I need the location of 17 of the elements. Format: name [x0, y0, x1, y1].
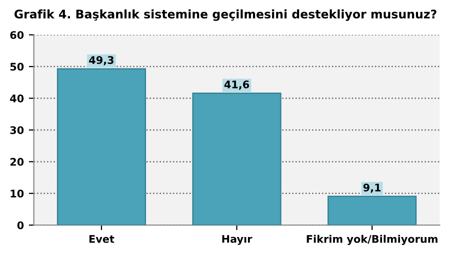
bar	[192, 92, 282, 226]
y-tick-label: 60	[10, 31, 24, 39]
bar	[56, 68, 146, 226]
data-label: 41,6	[224, 80, 250, 90]
y-tick-label: 10	[10, 190, 24, 198]
x-tick-label: Fikrim yok/Bilmiyorum	[306, 234, 438, 246]
y-tick-label: 20	[10, 158, 24, 166]
bar	[328, 196, 417, 226]
data-label: 49,3	[89, 56, 114, 66]
data-label: 9,1	[363, 184, 381, 193]
x-tick-label: Hayır	[222, 235, 252, 245]
y-tick-label: 50	[10, 62, 24, 71]
y-tick-label: 0	[17, 221, 24, 230]
chart-title: Grafik 4. Başkanlık sistemine geçilmesini destekliyor musunuz?	[14, 9, 436, 21]
y-tick-label: 30	[10, 126, 24, 134]
x-tick-label: Evet	[89, 235, 114, 243]
y-tick-label: 40	[10, 94, 24, 102]
